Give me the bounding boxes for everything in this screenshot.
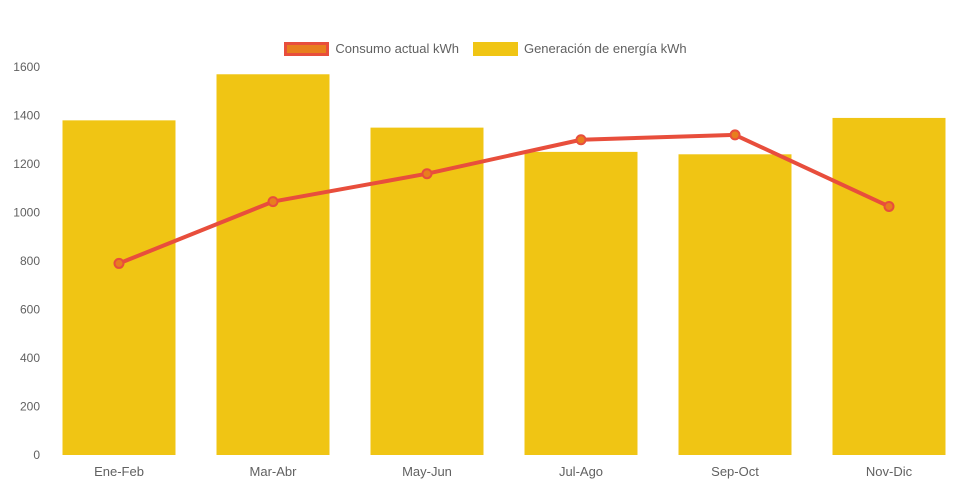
bar-Mar-Abr[interactable] (216, 74, 330, 456)
x-axis-label: Jul-Ago (559, 464, 603, 479)
legend-label-generacion: Generación de energía kWh (523, 41, 687, 56)
consumo-line-swatch-icon (284, 41, 330, 56)
x-axis-label: Nov-Dic (866, 464, 913, 479)
y-tick-label: 600 (20, 303, 40, 317)
legend-label-consumo: Consumo actual kWh (335, 41, 459, 56)
legend-item-generacion[interactable]: Generación de energía kWh (472, 41, 687, 56)
y-tick-label: 0 (33, 448, 40, 462)
bar-Jul-Ago[interactable] (524, 151, 638, 455)
y-tick-label: 1000 (13, 206, 40, 220)
chart-legend: Consumo actual kWh Generación de energía… (0, 41, 971, 56)
y-tick-label: 1600 (13, 60, 40, 74)
x-axis-label: Sep-Oct (711, 464, 759, 479)
bar-Ene-Feb[interactable] (62, 120, 176, 455)
x-axis-label: Mar-Abr (250, 464, 298, 479)
line-point-May-Jun[interactable] (421, 168, 433, 180)
bar-Nov-Dic[interactable] (832, 117, 946, 456)
consumption-line (117, 132, 891, 266)
line-point-Jul-Ago[interactable] (575, 134, 587, 146)
line-point-Sep-Oct[interactable] (729, 129, 741, 141)
y-tick-label: 400 (20, 351, 40, 365)
x-axis-label: May-Jun (402, 464, 452, 479)
x-axis-label: Ene-Feb (94, 464, 144, 479)
generacion-bar-swatch-icon (472, 41, 518, 56)
y-tick-label: 1400 (13, 109, 40, 123)
line-point-Mar-Abr[interactable] (267, 196, 279, 208)
y-tick-label: 1200 (13, 157, 40, 171)
line-point-Nov-Dic[interactable] (883, 200, 895, 212)
bar-Sep-Oct[interactable] (678, 154, 792, 456)
legend-item-consumo[interactable]: Consumo actual kWh (284, 41, 459, 56)
y-tick-label: 200 (20, 400, 40, 414)
line-point-Ene-Feb[interactable] (113, 257, 125, 269)
y-tick-label: 800 (20, 254, 40, 268)
